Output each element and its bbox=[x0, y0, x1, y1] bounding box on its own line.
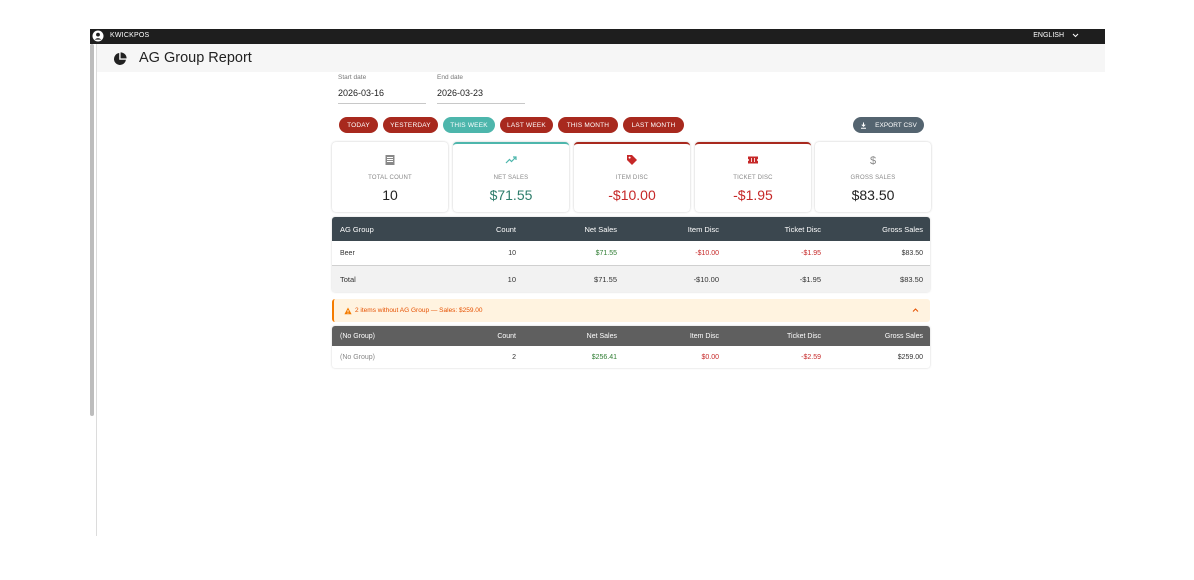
row-gross-sales: $259.00 bbox=[897, 353, 923, 361]
table-row[interactable]: (No Group) 2 $256.41 $0.00 -$2.59 $259.0… bbox=[332, 346, 930, 368]
preset-this-month-button[interactable]: THIS MONTH bbox=[558, 117, 618, 133]
pie-chart-icon bbox=[113, 52, 127, 65]
row-count: 2 bbox=[512, 353, 516, 361]
row-item-disc: -$10.00 bbox=[695, 249, 719, 257]
export-csv-button[interactable]: EXPORT CSV bbox=[853, 117, 924, 133]
column-header-item-disc[interactable]: Item Disc bbox=[687, 224, 719, 234]
page-title: AG Group Report bbox=[139, 50, 252, 66]
brand-name: KWICKPOS bbox=[110, 32, 150, 39]
row-net-sales: $256.41 bbox=[591, 353, 617, 361]
start-date-label: Start date bbox=[338, 74, 367, 81]
no-group-warning-banner[interactable]: 2 items without AG Group — Sales: $259.0… bbox=[332, 299, 930, 322]
total-count-value: 10 bbox=[382, 187, 398, 203]
item-disc-card: ITEM DISC -$10.00 bbox=[574, 142, 690, 212]
row-net-sales: $71.55 bbox=[595, 249, 617, 257]
total-ticket-disc: -$1.95 bbox=[799, 274, 821, 284]
ticket-disc-label: TICKET DISC bbox=[733, 175, 773, 181]
total-count-card: TOTAL COUNT 10 bbox=[332, 142, 448, 212]
end-date-value: 2026-03-23 bbox=[437, 88, 484, 98]
row-gross-sales: $83.50 bbox=[901, 249, 923, 257]
net-sales-value: $71.55 bbox=[489, 187, 533, 203]
item-disc-value: -$10.00 bbox=[608, 187, 656, 203]
ticket-disc-value: -$1.95 bbox=[733, 187, 773, 203]
start-date-field[interactable]: Start date 2026-03-16 bbox=[338, 72, 426, 104]
end-date-label: End date bbox=[437, 74, 464, 81]
item-disc-label: ITEM DISC bbox=[615, 175, 649, 181]
gross-sales-card: $ GROSS SALES $83.50 bbox=[815, 142, 931, 212]
row-count: 10 bbox=[508, 249, 516, 257]
row-ticket-disc: -$2.59 bbox=[801, 353, 821, 361]
gross-sales-label: GROSS SALES bbox=[850, 175, 896, 181]
total-count: 10 bbox=[507, 274, 516, 284]
column-header-gross-sales[interactable]: Gross Sales bbox=[884, 332, 923, 340]
no-group-table: (No Group) Count Net Sales Item Disc Tic… bbox=[332, 326, 930, 368]
start-date-value: 2026-03-16 bbox=[338, 88, 385, 98]
gross-sales-value: $83.50 bbox=[851, 187, 895, 203]
column-header-gross-sales[interactable]: Gross Sales bbox=[882, 224, 923, 234]
frame-divider bbox=[96, 44, 97, 536]
column-header-ag-group[interactable]: AG Group bbox=[340, 224, 374, 234]
column-header-count[interactable]: Count bbox=[497, 332, 516, 340]
table-header-row: AG Group Count Net Sales Item Disc Ticke… bbox=[332, 217, 930, 241]
app-topbar: KWICKPOS ENGLISH bbox=[90, 29, 1105, 44]
ticket-icon bbox=[748, 156, 758, 164]
row-item-disc: $0.00 bbox=[701, 353, 719, 361]
no-group-header-row: (No Group) Count Net Sales Item Disc Tic… bbox=[332, 326, 930, 346]
column-header-ticket-disc[interactable]: Ticket Disc bbox=[784, 224, 821, 234]
table-total-row: Total 10 $71.55 -$10.00 -$1.95 $83.50 bbox=[332, 266, 930, 292]
language-label: ENGLISH bbox=[1033, 32, 1064, 39]
user-circle-icon[interactable] bbox=[92, 30, 104, 42]
svg-text:$: $ bbox=[870, 155, 876, 166]
column-header-count[interactable]: Count bbox=[495, 224, 516, 234]
preset-last-week-button[interactable]: LAST WEEK bbox=[500, 117, 553, 133]
language-selector[interactable]: ENGLISH bbox=[1033, 32, 1079, 39]
warning-icon bbox=[344, 307, 352, 315]
chevron-down-icon bbox=[1072, 33, 1079, 38]
preset-today-button[interactable]: TODAY bbox=[339, 117, 378, 133]
column-header-ticket-disc[interactable]: Ticket Disc bbox=[787, 332, 821, 340]
row-ticket-disc: -$1.95 bbox=[801, 249, 821, 257]
trending-up-icon bbox=[505, 156, 517, 164]
chevron-up-icon[interactable] bbox=[911, 306, 920, 314]
column-header-no-group[interactable]: (No Group) bbox=[340, 332, 376, 340]
download-icon bbox=[861, 122, 867, 129]
dollar-icon: $ bbox=[870, 155, 876, 166]
total-item-disc: -$10.00 bbox=[693, 274, 719, 284]
list-icon bbox=[385, 155, 395, 165]
export-csv-label: EXPORT CSV bbox=[875, 121, 917, 129]
total-label: Total bbox=[340, 274, 356, 284]
no-group-warning-text: 2 items without AG Group — Sales: $259.0… bbox=[355, 307, 483, 314]
preset-yesterday-button[interactable]: YESTERDAY bbox=[383, 117, 438, 133]
table-row[interactable]: Beer 10 $71.55 -$10.00 -$1.95 $83.50 bbox=[332, 241, 930, 266]
ticket-disc-card: TICKET DISC -$1.95 bbox=[695, 142, 811, 212]
total-gross-sales: $83.50 bbox=[900, 274, 923, 284]
column-header-net-sales[interactable]: Net Sales bbox=[586, 332, 617, 340]
preset-last-month-button[interactable]: LAST MONTH bbox=[623, 117, 684, 133]
column-header-item-disc[interactable]: Item Disc bbox=[689, 332, 719, 340]
scrollbar[interactable] bbox=[90, 44, 94, 416]
net-sales-card: NET SALES $71.55 bbox=[453, 142, 569, 212]
total-count-label: TOTAL COUNT bbox=[368, 175, 412, 181]
page-header: AG Group Report bbox=[97, 44, 1105, 72]
preset-this-week-button[interactable]: THIS WEEK bbox=[443, 117, 495, 133]
tag-icon bbox=[627, 155, 637, 165]
row-ag-group: Beer bbox=[340, 249, 355, 257]
column-header-net-sales[interactable]: Net Sales bbox=[584, 224, 617, 234]
total-net-sales: $71.55 bbox=[594, 274, 617, 284]
row-no-group: (No Group) bbox=[340, 353, 376, 361]
net-sales-label: NET SALES bbox=[493, 175, 529, 181]
end-date-field[interactable]: End date 2026-03-23 bbox=[437, 72, 525, 104]
ag-group-table: AG Group Count Net Sales Item Disc Ticke… bbox=[332, 217, 930, 292]
